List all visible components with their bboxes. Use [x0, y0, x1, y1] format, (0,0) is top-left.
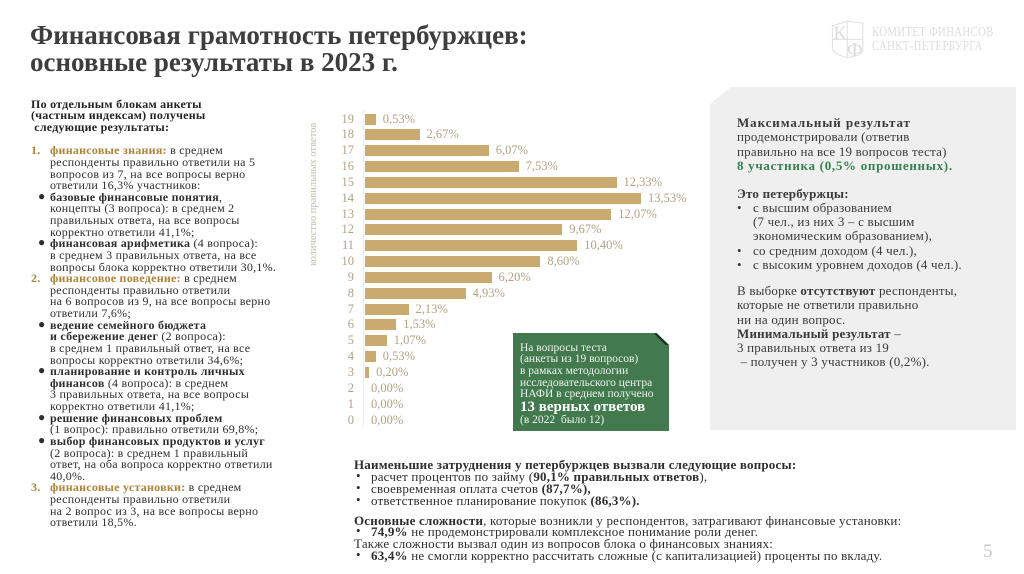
svg-text:К: К: [834, 23, 847, 44]
svg-text:Ф: Ф: [847, 39, 863, 61]
